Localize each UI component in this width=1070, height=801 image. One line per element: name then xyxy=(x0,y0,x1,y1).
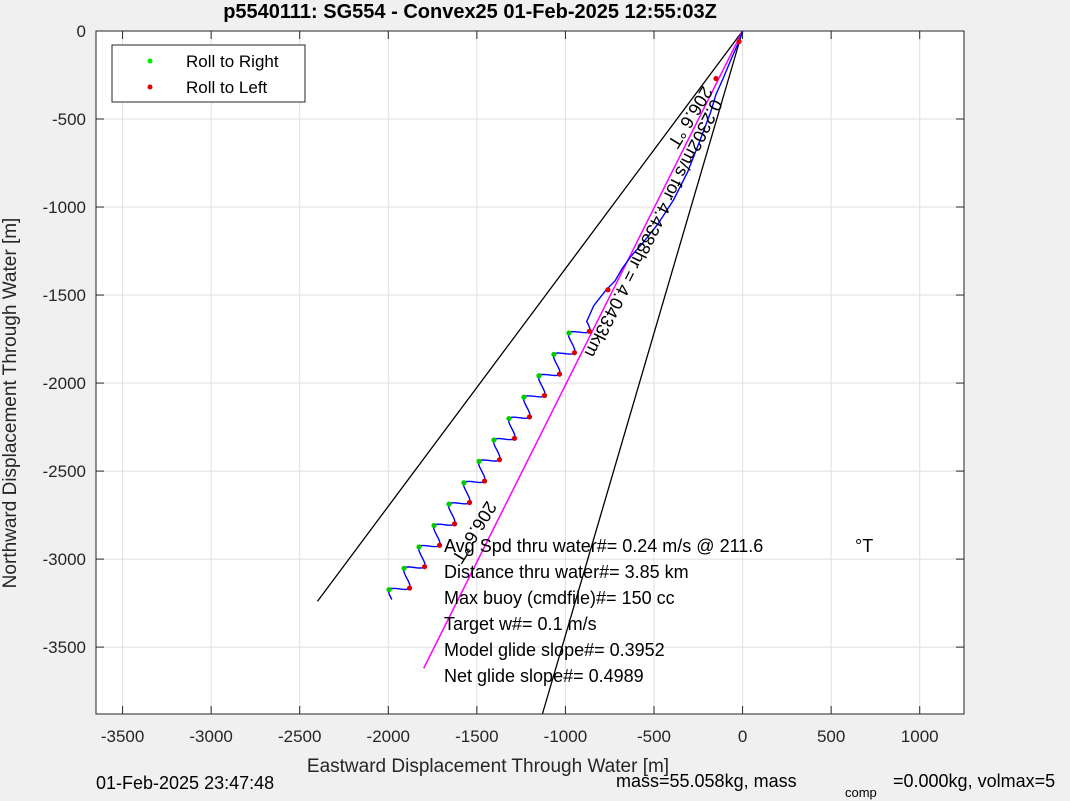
x-tick-label: 500 xyxy=(817,727,845,746)
x-tick-label: -1500 xyxy=(455,727,498,746)
x-tick-label: 0 xyxy=(738,727,747,746)
roll-left-point xyxy=(407,585,413,591)
roll-right-point xyxy=(566,330,572,336)
chart-title: p5540111: SG554 - Convex25 01-Feb-2025 1… xyxy=(223,1,717,23)
legend-label-roll-left: Roll to Left xyxy=(186,78,268,97)
y-tick-label: -1500 xyxy=(43,286,86,305)
x-tick-label: -1000 xyxy=(544,727,587,746)
roll-left-point xyxy=(496,457,503,463)
roll-right-point xyxy=(506,415,512,422)
roll-left-point xyxy=(526,414,533,420)
stat-net-glide: Net glide slope#= 0.4989 xyxy=(444,666,644,686)
roll-left-point xyxy=(571,350,578,356)
x-axis-label: Eastward Displacement Through Water [m] xyxy=(307,756,669,777)
roll-right-point xyxy=(401,565,407,571)
x-tick-label: -2500 xyxy=(278,727,321,746)
x-tick-label: -3000 xyxy=(189,727,232,746)
roll-left-point xyxy=(466,499,473,506)
heading-cone-line-0 xyxy=(316,30,744,602)
roll-right-point xyxy=(491,437,497,443)
legend-marker-roll-left xyxy=(147,84,153,90)
desired-track-line xyxy=(423,30,744,669)
y-tick-label: -2500 xyxy=(43,462,86,481)
stat-model-glide: Model glide slope#= 0.3952 xyxy=(444,640,665,660)
roll-left-point xyxy=(605,287,611,293)
y-ticks: 0 -500 -1000 -1500 -2000 -2500 -3000 -3500 xyxy=(43,22,964,657)
roll-left-point xyxy=(556,371,563,377)
stat-target-w: Target w#= 0.1 m/s xyxy=(444,614,597,634)
stat-distance: Distance thru water#= 3.85 km xyxy=(444,562,689,582)
legend-label-roll-right: Roll to Right xyxy=(186,52,279,71)
roll-right-point xyxy=(521,394,527,400)
roll-left-point xyxy=(511,435,518,441)
y-tick-label: -500 xyxy=(52,110,86,129)
y-tick-label: 0 xyxy=(77,22,86,41)
legend: Roll to Right Roll to Left xyxy=(111,44,306,103)
stats-block: Avg Spd thru water#= 0.24 m/s @ 211.6 °T… xyxy=(444,536,873,686)
y-axis-label: Northward Displacement Through Water [m] xyxy=(0,218,21,589)
roll-right-point xyxy=(416,544,422,550)
stat-max-buoy: Max buoy (cmdfile)#= 150 cc xyxy=(444,588,675,608)
plot-area xyxy=(96,31,964,714)
roll-left-point xyxy=(713,75,719,82)
roll-left-point xyxy=(436,542,443,548)
roll-right-point xyxy=(446,501,452,507)
y-tick-label: -3500 xyxy=(43,638,86,657)
roll-left-point xyxy=(451,521,458,527)
roll-right-point xyxy=(551,351,557,357)
footer-mass-subscript: comp xyxy=(845,785,877,800)
stat-avg-speed: Avg Spd thru water#= 0.24 m/s @ 211.6 xyxy=(444,536,763,556)
legend-marker-roll-right xyxy=(147,58,153,64)
y-tick-label: -1000 xyxy=(43,198,86,217)
roll-left-point xyxy=(481,478,488,484)
roll-right-point xyxy=(536,373,542,379)
heading-cone-line-1 xyxy=(541,30,744,715)
roll-left-point xyxy=(586,328,593,334)
x-tick-label: -500 xyxy=(637,727,671,746)
roll-right-point xyxy=(476,458,482,464)
roll-right-point xyxy=(386,587,392,593)
legend-box xyxy=(111,44,306,103)
x-tick-label: 1000 xyxy=(901,727,939,746)
series-layer xyxy=(316,30,744,715)
roll-left-point xyxy=(736,38,742,45)
stat-avg-speed-unit: °T xyxy=(855,536,873,556)
y-tick-label: -3000 xyxy=(43,550,86,569)
roll-left-point xyxy=(422,564,428,570)
y-tick-label: -2000 xyxy=(43,374,86,393)
axes-frame xyxy=(95,30,965,715)
x-tick-label: -3500 xyxy=(101,727,144,746)
footer-mass: mass=55.058kg, mass xyxy=(616,771,797,791)
x-ticks: -3500 -3000 -2500 -2000 -1500 -1000 -500 0 500 10… xyxy=(101,31,939,746)
roll-right-point xyxy=(461,480,467,486)
x-tick-label: -2000 xyxy=(367,727,410,746)
roll-right-point xyxy=(431,522,437,529)
footer-timestamp: 01-Feb-2025 23:47:48 xyxy=(96,773,274,793)
roll-left-point xyxy=(541,392,548,399)
footer-mass-rest: =0.000kg, volmax=5 xyxy=(893,771,1055,791)
